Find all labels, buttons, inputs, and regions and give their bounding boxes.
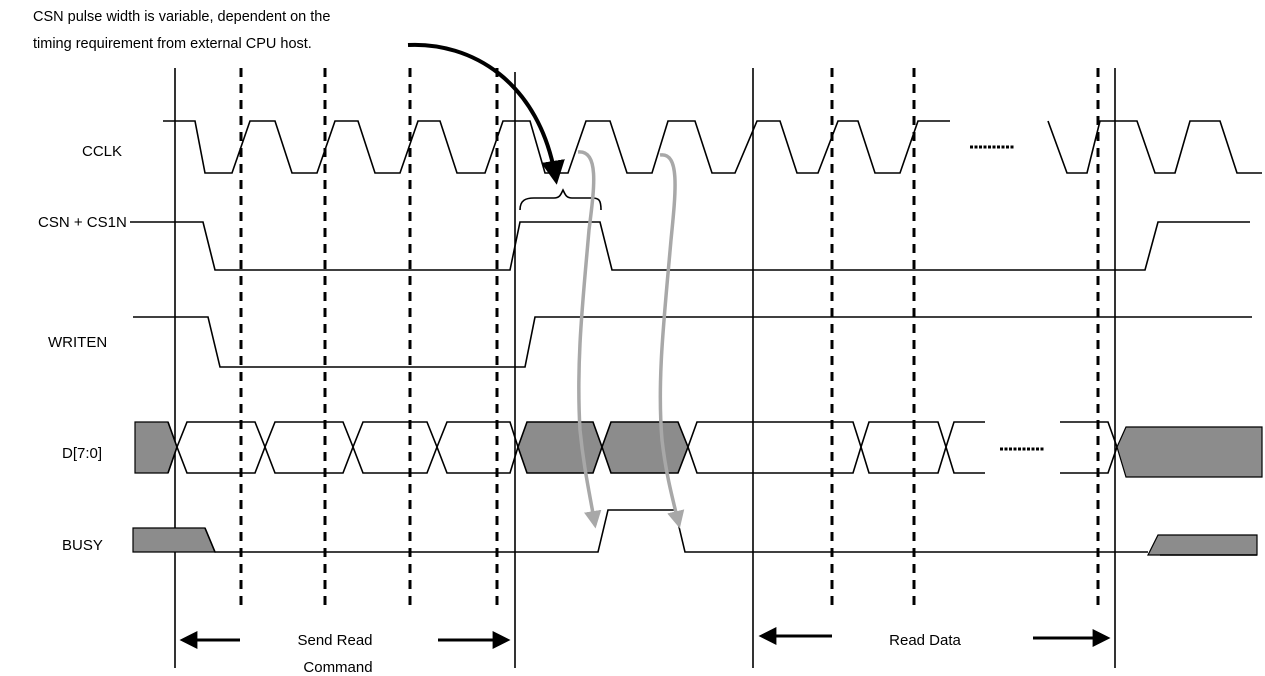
pulse-width-brace — [519, 188, 602, 211]
cclk-waveform — [163, 120, 1262, 174]
data-bus-waveform — [134, 421, 1263, 478]
causality-arrow — [577, 150, 602, 529]
signal-label-csn: CSN + CS1N — [38, 214, 127, 231]
annotation-arrow — [407, 42, 565, 185]
causality-arrow — [658, 153, 685, 529]
send-phase-label-line-2: Command — [303, 659, 372, 676]
signal-label-data: D[7:0] — [62, 445, 102, 462]
writen-waveform — [133, 316, 1252, 368]
annotation-line-2: timing requirement from external CPU hos… — [33, 36, 312, 52]
busy-waveform — [132, 509, 1258, 556]
signal-label-cclk: CCLK — [82, 143, 122, 160]
signal-label-writen: WRITEN — [48, 334, 107, 351]
annotation-line-1: CSN pulse width is variable, dependent o… — [33, 9, 330, 25]
read-phase-label: Read Data — [889, 632, 961, 649]
send-phase-label-line-1: Send Read — [297, 632, 372, 649]
signal-label-busy: BUSY — [62, 537, 103, 554]
csn-waveform — [130, 221, 1250, 271]
